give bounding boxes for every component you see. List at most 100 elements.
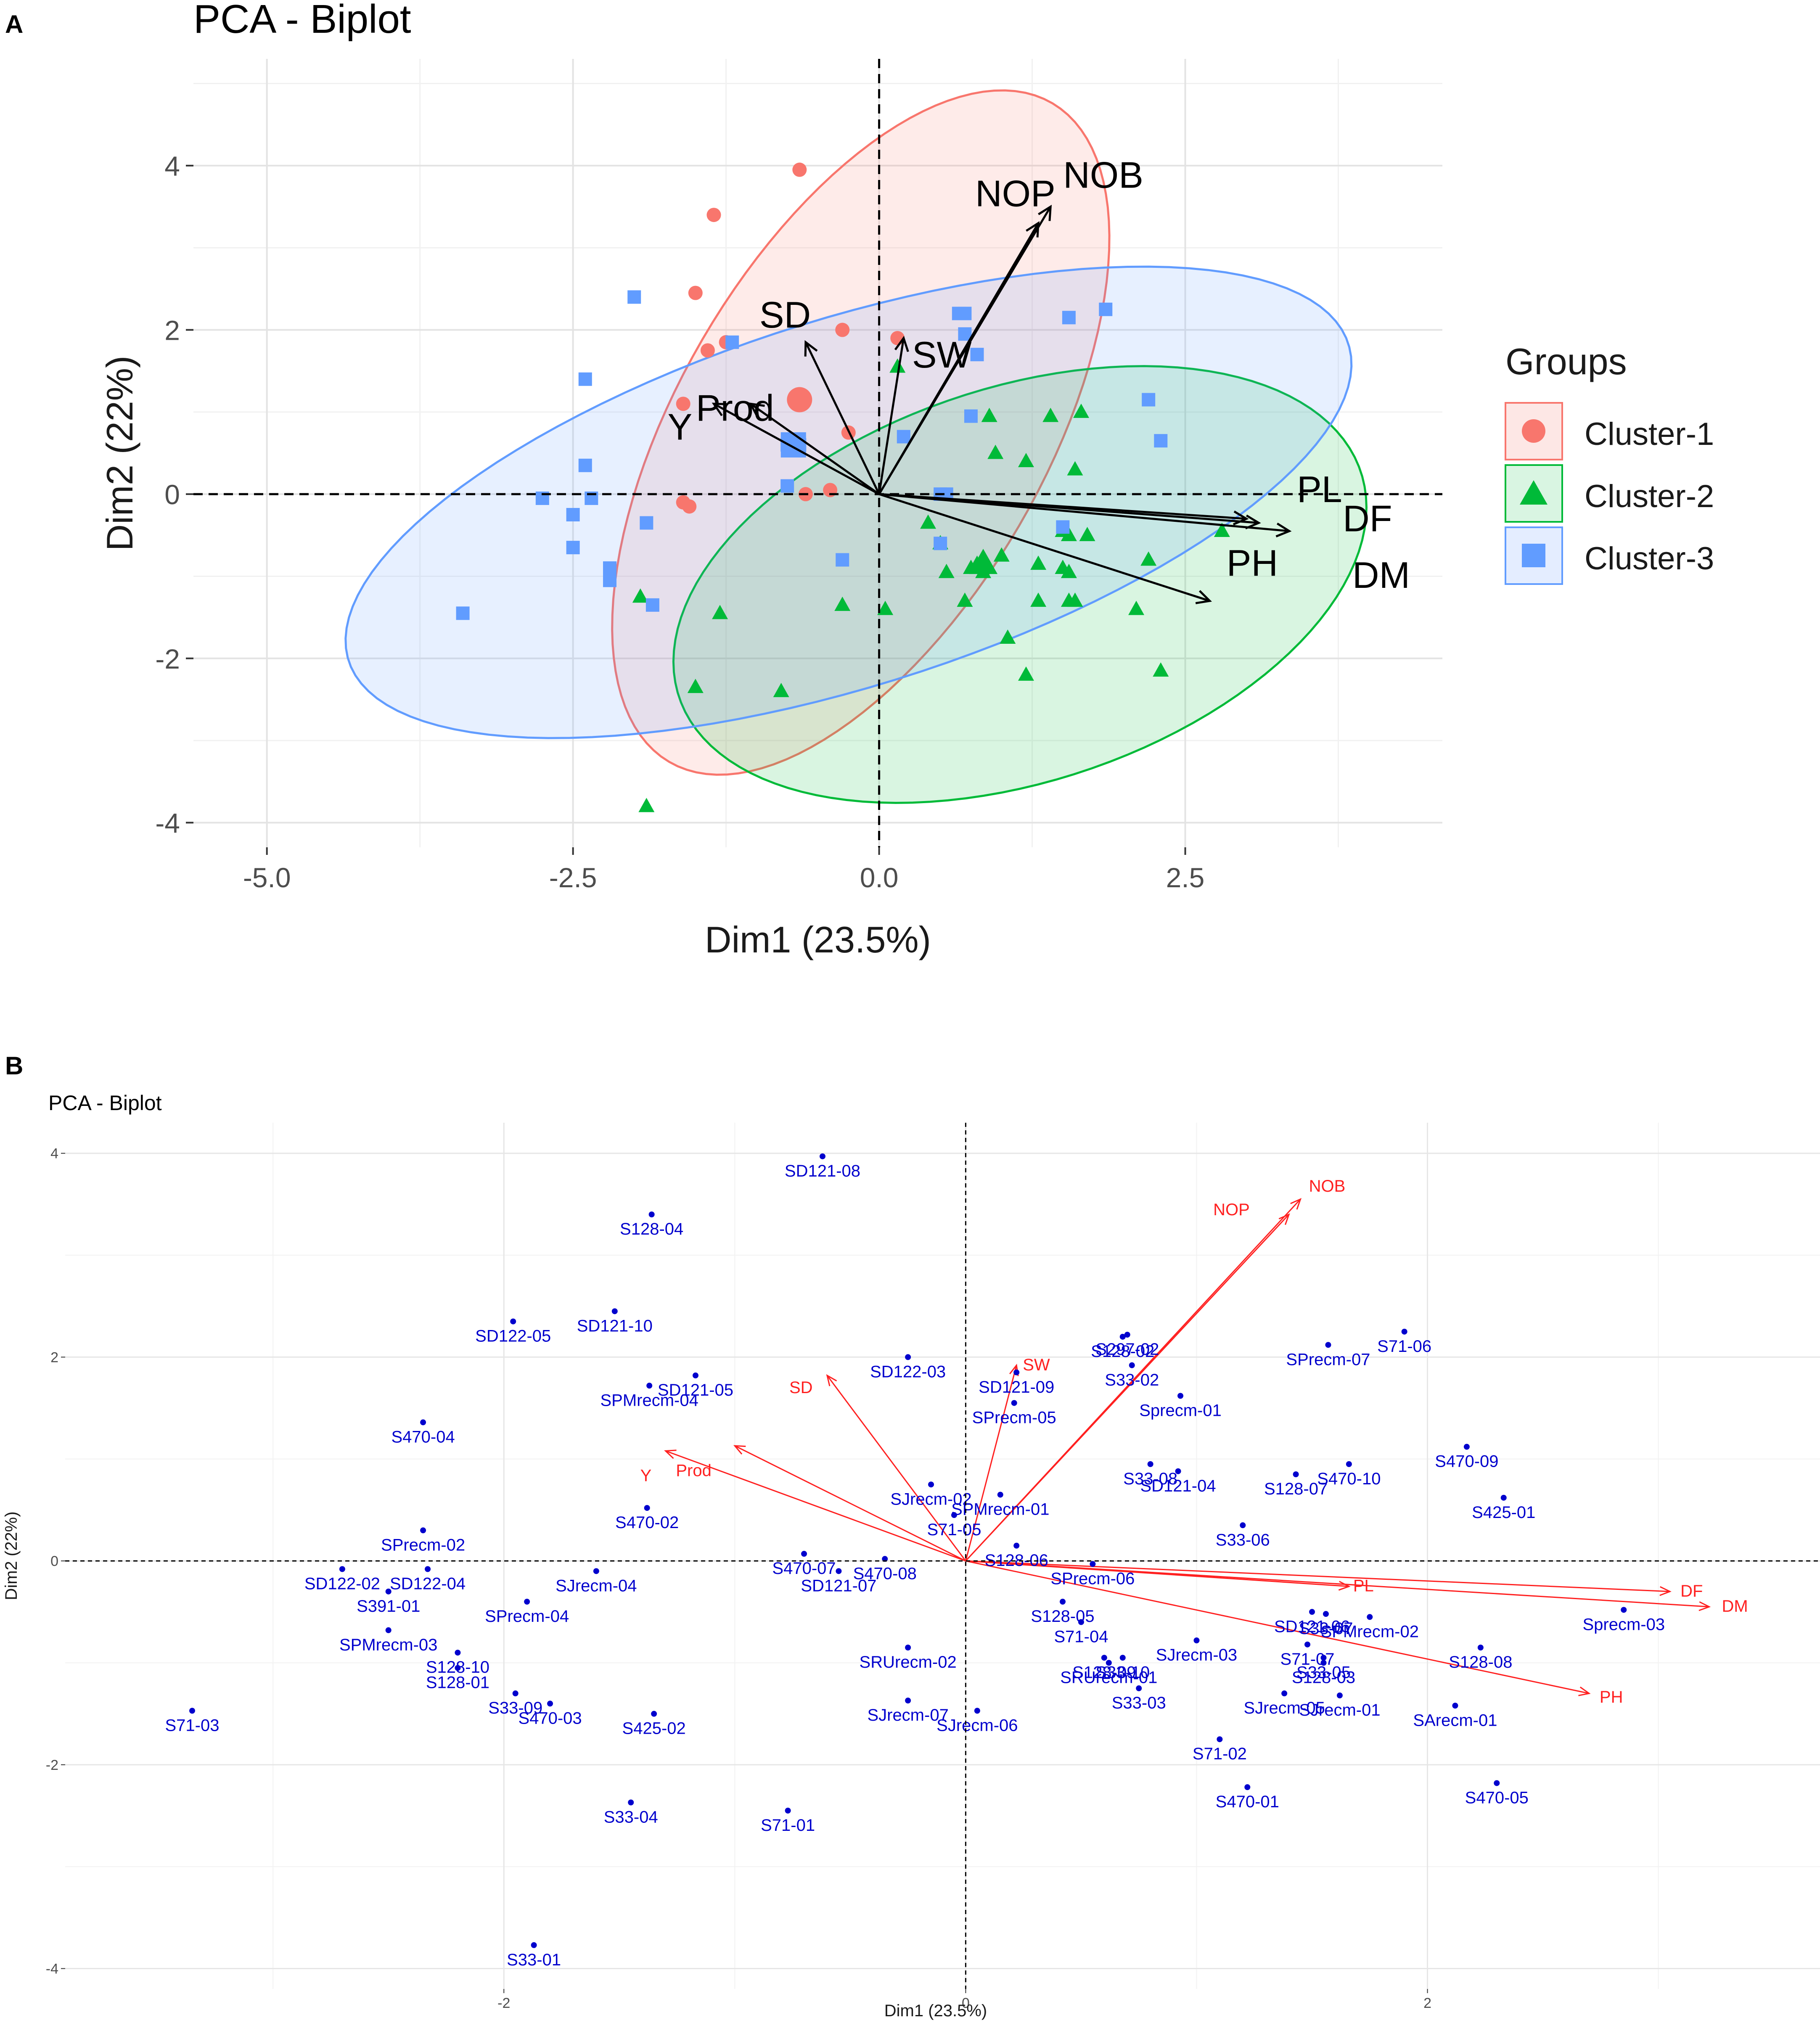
axes: -5.0 -2.5 0.0 2.5 -4 -2 0 2 4 — [155, 59, 1442, 893]
point-label: SPMrecm-04 — [600, 1391, 698, 1409]
vector-label: DF — [1680, 1582, 1703, 1600]
legend-label: Cluster-2 — [1585, 479, 1714, 514]
vector-label: Y — [668, 406, 693, 447]
vector-label: Prod — [676, 1461, 712, 1480]
point-sd121-07: SD121-07 — [801, 1568, 876, 1595]
point-s470-07: S470-07 — [772, 1551, 836, 1578]
point-cluster-2 — [981, 407, 997, 422]
point-s297-02: S297-02 — [1095, 1332, 1159, 1359]
point-label: S33-03 — [1112, 1694, 1166, 1712]
point-cluster-2 — [1018, 666, 1034, 681]
centroid-cluster-3 — [780, 432, 806, 457]
point-cluster-3 — [897, 430, 910, 444]
point-spmrecm-04: SPMrecm-04 — [600, 1383, 698, 1409]
y-axis-label: Dim2 (22%) — [2, 1511, 21, 1600]
point-s71-04: S71-04 — [1054, 1619, 1108, 1646]
vector-label: NOP — [975, 173, 1055, 214]
point-sprecm-07: SPrecm-07 — [1286, 1342, 1370, 1369]
point-s33-07: S33-07 — [1299, 1611, 1353, 1638]
point-label: S470-07 — [772, 1559, 836, 1578]
vector-pl: PL — [879, 468, 1342, 526]
vector-label: SD — [759, 294, 811, 336]
point-sd121-05: SD121-05 — [658, 1372, 733, 1399]
point-cluster-2 — [834, 596, 851, 611]
point-label: SD122-05 — [475, 1327, 551, 1346]
point-cluster-1 — [792, 162, 807, 177]
point-cluster-2 — [1000, 629, 1016, 644]
vector-ph: PH — [966, 1560, 1623, 1706]
point-label: S297-02 — [1095, 1340, 1159, 1359]
legend-key-square — [1522, 544, 1545, 567]
point-label: SPMrecm-02 — [1321, 1622, 1419, 1641]
point-label: SJrecm-05 — [1243, 1699, 1325, 1717]
point-label: S33-02 — [1105, 1371, 1159, 1389]
point-s33-09: S33-09 — [488, 1690, 542, 1717]
point-label: S33-09 — [488, 1699, 542, 1717]
point-s470-05: S470-05 — [1465, 1780, 1529, 1807]
vector-sd: SD — [789, 1374, 966, 1562]
point-cluster-1 — [688, 286, 703, 300]
vector-label: SW — [1023, 1356, 1050, 1374]
point-sjrecm-04: SJrecm-04 — [556, 1568, 637, 1595]
y-tick-label: 4 — [50, 1146, 58, 1162]
point-cluster-2 — [993, 547, 1010, 562]
vector-nop: NOP — [965, 1201, 1290, 1562]
point-cluster-3 — [566, 508, 580, 521]
point-label: S33-05 — [1296, 1663, 1351, 1682]
vector-df: DF — [966, 1560, 1703, 1600]
point-cluster-3 — [1154, 434, 1168, 448]
point-s33-08: S33-08 — [1123, 1461, 1177, 1488]
point-label: S470-08 — [853, 1564, 917, 1583]
point-cluster-3 — [603, 561, 616, 575]
point-s128-04: S128-04 — [620, 1211, 683, 1238]
point-sd121-09: SD121-09 — [979, 1369, 1054, 1396]
point-label: SD121-09 — [979, 1378, 1054, 1396]
point-cluster-3 — [1142, 393, 1156, 407]
point-label: S470-10 — [1317, 1470, 1381, 1488]
point-sd121-06: SD121-06 — [1274, 1609, 1350, 1636]
x-axis-label: Dim1 (23.5%) — [705, 919, 931, 960]
vector-prod: Prod — [696, 387, 880, 495]
vector-ph: PH — [878, 493, 1278, 604]
point-cluster-2 — [1079, 526, 1095, 541]
vector-label: Prod — [696, 387, 774, 428]
point-cluster-2 — [638, 798, 655, 812]
x-axis-label: Dim1 (23.5%) — [884, 2002, 987, 2020]
grid — [65, 1123, 1820, 1989]
point-spmrecm-02: SPMrecm-02 — [1321, 1614, 1419, 1641]
point-cluster-1 — [676, 495, 690, 510]
y-tick-label: 4 — [164, 151, 180, 182]
y-tick-label: 2 — [164, 315, 180, 346]
vector-label: SD — [789, 1378, 813, 1397]
point-s128-09: S128-09 — [1072, 1655, 1136, 1682]
point-cluster-3 — [1099, 302, 1113, 316]
point-s128-01: S128-01 — [426, 1665, 489, 1692]
point-s128-03: S128-03 — [1292, 1660, 1355, 1687]
point-label: S128-08 — [1449, 1653, 1512, 1671]
point-cluster-1 — [835, 323, 850, 337]
point-s33-01: S33-01 — [507, 1942, 561, 1969]
y-tick-label: 0 — [164, 479, 180, 510]
point-label: S71-05 — [927, 1521, 981, 1539]
point-label: SPrecm-05 — [972, 1408, 1056, 1427]
point-cluster-2 — [1067, 461, 1083, 476]
point-label: S71-04 — [1054, 1628, 1108, 1646]
point-label: SJrecm-04 — [556, 1576, 637, 1595]
point-cluster-2 — [1128, 600, 1145, 615]
point-s128-08: S128-08 — [1449, 1645, 1512, 1671]
point-label: SPrecm-04 — [485, 1607, 569, 1626]
chart-title: PCA - Biplot — [48, 1091, 162, 1115]
vector-sw: SW — [965, 1356, 1050, 1561]
points: SD121-08 S128-04 SD121-10 SD122-05 SD122-03 S… — [165, 1153, 1665, 1969]
point-label: S128-09 — [1072, 1663, 1136, 1682]
point-cluster-2 — [877, 600, 894, 615]
point-spmrecm-01: SPMrecm-01 — [951, 1491, 1049, 1519]
point-sprecm-06: SPrecm-06 — [1050, 1561, 1135, 1588]
legend-entry-cluster-2: Cluster-2 — [1505, 464, 1714, 523]
y-tick-label: -2 — [155, 643, 180, 674]
y-tick-label: -2 — [46, 1757, 58, 1773]
point-label: S470-04 — [391, 1428, 455, 1447]
point-s470-02: S470-02 — [615, 1505, 679, 1532]
point-cluster-2 — [1061, 563, 1077, 578]
point-s470-10: S470-10 — [1317, 1461, 1381, 1488]
